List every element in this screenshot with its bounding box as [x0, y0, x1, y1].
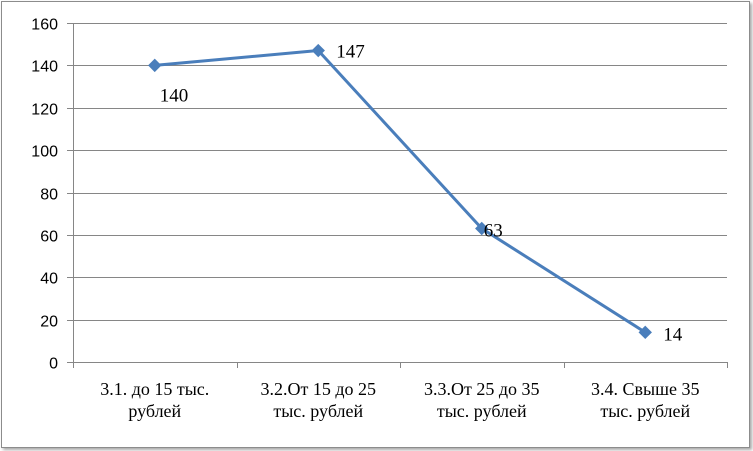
y-tick-label: 80 [40, 187, 58, 204]
data-point-marker [638, 325, 652, 340]
axes [67, 23, 728, 368]
series-line [154, 49, 647, 334]
data-label: 63 [484, 221, 503, 242]
data-label: 147 [336, 42, 365, 63]
y-tick-label: 140 [31, 59, 58, 76]
data-point-marker [148, 58, 162, 73]
y-tick-label: 160 [31, 17, 58, 34]
data-label: 140 [160, 85, 189, 106]
y-tick-label: 40 [40, 271, 58, 288]
x-axis-categories: 3.1. до 15 тыс. рублей 3.2.От 15 до 25 тыс.… [100, 379, 699, 421]
y-tick-label: 20 [40, 314, 58, 331]
data-point-marker [311, 43, 325, 58]
series [148, 43, 652, 340]
x-category-label: 3.4. Свыше 35 тыс. рублей [591, 379, 699, 421]
y-axis-ticks: 0 20 40 60 80 100 120 140 160 [31, 17, 58, 373]
grid-lines [73, 23, 727, 321]
y-tick-label: 60 [40, 229, 58, 246]
x-category-label: 3.3.От 25 до 35 тыс. рублей [424, 379, 540, 421]
data-point-marker [475, 221, 489, 236]
y-tick-label: 120 [31, 102, 58, 119]
x-category-label: 3.2.От 15 до 25 тыс. рублей [260, 379, 376, 421]
x-category-label: 3.1. до 15 тыс. рублей [100, 379, 209, 421]
y-tick-label: 0 [49, 356, 58, 373]
y-tick-label: 100 [31, 144, 58, 161]
data-label: 14 [663, 324, 683, 345]
data-labels: 140 147 63 14 [160, 42, 683, 346]
